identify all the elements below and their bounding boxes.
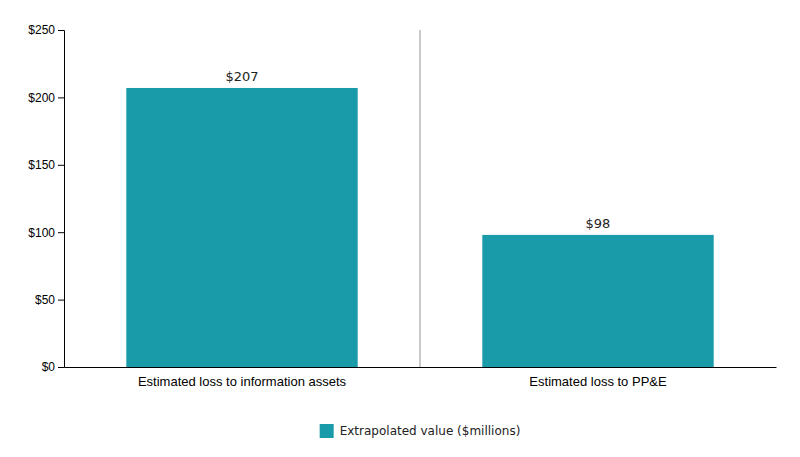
- y-tick-label: $150: [28, 158, 55, 172]
- data-label: $98: [586, 216, 611, 231]
- y-tick-mark: [58, 232, 64, 233]
- y-tick-label: $100: [28, 226, 55, 240]
- y-tick: $200: [28, 91, 64, 105]
- x-tick: Estimated loss to information assets: [138, 374, 347, 389]
- y-tick-mark: [58, 165, 64, 166]
- divider: [420, 30, 421, 367]
- dividers: [420, 30, 421, 367]
- y-tick-mark: [58, 97, 64, 98]
- y-tick: $0: [42, 360, 64, 374]
- data-labels: $207 $98: [225, 69, 610, 231]
- y-tick-mark: [58, 367, 64, 368]
- y-tick: $50: [35, 293, 64, 307]
- y-axis-line: [58, 31, 65, 368]
- bar: [126, 88, 357, 367]
- y-tick-mark: [58, 300, 64, 301]
- plot: $207 $98 $0 $50 $100 $150 $200 $250 Estimated lo…: [28, 23, 776, 389]
- y-tick-label: $0: [42, 360, 56, 374]
- x-axis: Estimated loss to information assets Esti…: [65, 368, 777, 390]
- legend-swatch: [320, 424, 334, 438]
- bar: [482, 235, 713, 367]
- x-tick-label: Estimated loss to PP&E: [529, 374, 667, 389]
- bars: [126, 88, 713, 367]
- data-label: $207: [225, 69, 258, 84]
- y-tick-label: $50: [35, 293, 55, 307]
- legend: Extrapolated value ($millions): [320, 424, 521, 438]
- y-tick: $250: [28, 23, 64, 37]
- y-tick: $150: [28, 158, 64, 172]
- x-axis-line: [65, 367, 777, 368]
- legend-label: Extrapolated value ($millions): [340, 424, 521, 438]
- chart: $207 $98 $0 $50 $100 $150 $200 $250 Estimated lo…: [0, 0, 800, 457]
- y-tick-label: $250: [28, 23, 55, 37]
- y-tick-mark: [58, 30, 64, 31]
- y-axis: $0 $50 $100 $150 $200 $250: [28, 23, 64, 374]
- y-tick-label: $200: [28, 91, 55, 105]
- x-tick-label: Estimated loss to information assets: [138, 374, 347, 389]
- legend-item: Extrapolated value ($millions): [320, 424, 521, 438]
- y-tick: $100: [28, 226, 64, 240]
- x-tick: Estimated loss to PP&E: [529, 374, 667, 389]
